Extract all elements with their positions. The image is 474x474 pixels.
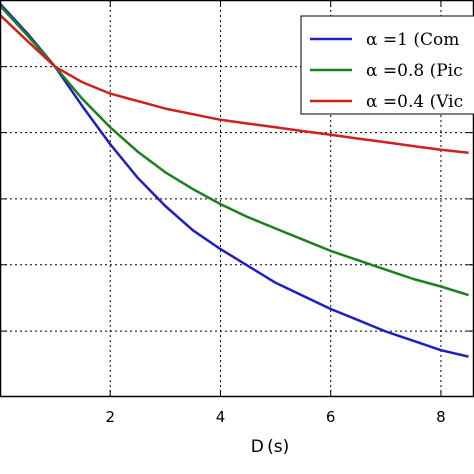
ticks (0, 0, 474, 397)
x-tick-label: 6 (326, 408, 336, 426)
series-line-1 (0, 2, 469, 358)
x-tick-label: 2 (105, 408, 115, 426)
x-tick-label: 4 (216, 408, 226, 426)
tick-labels: 2 4 6 8 (105, 408, 445, 426)
legend-label-3: α =0.4 (Vic (366, 92, 463, 112)
legend: α =1 (Com α =0.8 (Pic α =0.4 (Vic (300, 15, 474, 115)
legend-entries: α =1 (Com α =0.8 (Pic α =0.4 (Vic (310, 30, 463, 112)
legend-label-1: α =1 (Com (366, 30, 459, 50)
legend-box (300, 15, 474, 115)
series-line-3 (0, 14, 469, 155)
x-axis-label: D (s) (251, 437, 290, 457)
series-layer (0, 2, 469, 358)
series-line-2 (0, 4, 469, 297)
x-tick-label: 8 (436, 408, 446, 426)
legend-label-2: α =0.8 (Pic (366, 61, 463, 81)
